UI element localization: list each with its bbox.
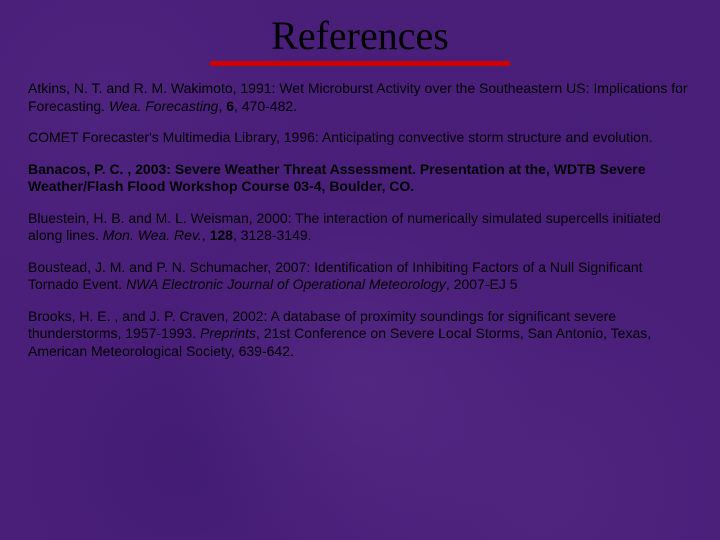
ref-volume: 6 <box>226 98 234 114</box>
ref-text: , <box>202 227 210 243</box>
ref-text: , Boulder, CO. <box>322 178 415 194</box>
ref-journal: Wea. Forecasting <box>109 98 218 114</box>
ref-text: , 470-482. <box>234 98 297 114</box>
reference-item: Brooks, H. E. , and J. P. Craven, 2002: … <box>28 308 692 361</box>
ref-journal: Preprints <box>200 325 256 341</box>
page-title: References <box>0 0 720 59</box>
ref-journal: Mon. Wea. Rev. <box>103 227 202 243</box>
ref-text: , 2007-EJ 5 <box>446 276 518 292</box>
title-underline <box>210 61 510 66</box>
ref-journal: NWA Electronic Journal of Operational Me… <box>126 276 446 292</box>
ref-volume: 128 <box>210 227 233 243</box>
reference-item: Boustead, J. M. and P. N. Schumacher, 20… <box>28 259 692 294</box>
reference-item: Bluestein, H. B. and M. L. Weisman, 2000… <box>28 210 692 245</box>
ref-text: COMET Forecaster's Multimedia Library, 1… <box>28 129 653 145</box>
references-container: Atkins, N. T. and R. M. Wakimoto, 1991: … <box>0 80 720 360</box>
reference-item: COMET Forecaster's Multimedia Library, 1… <box>28 129 692 147</box>
reference-item: Atkins, N. T. and R. M. Wakimoto, 1991: … <box>28 80 692 115</box>
reference-item: Banacos, P. C. , 2003: Severe Weather Th… <box>28 161 692 196</box>
ref-text: , 3128-3149. <box>233 227 312 243</box>
